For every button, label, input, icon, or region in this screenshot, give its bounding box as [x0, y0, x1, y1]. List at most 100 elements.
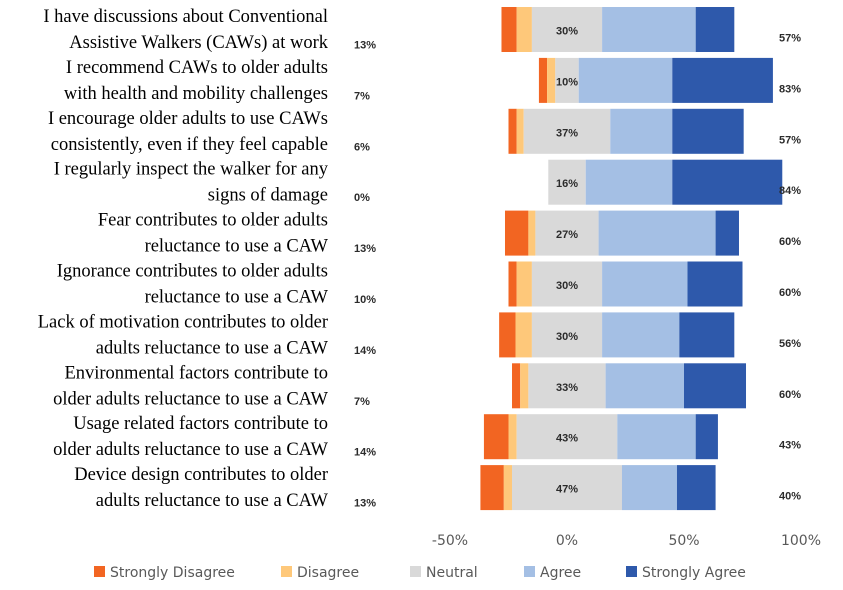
statement-label-line: Environmental factors contribute to [64, 363, 328, 383]
disagree-percent-label: 0% [354, 192, 370, 204]
bar-segment-disagree [516, 108, 524, 154]
chart-rows: I have discussions about Conventional Ass… [38, 7, 801, 511]
neutral-percent-label: 33% [556, 382, 578, 394]
neutral-percent-label: 30% [556, 331, 578, 343]
bar-segment-agree [602, 261, 688, 307]
legend-label: Neutral [426, 565, 478, 581]
chart-row-7: Lack of motivation contributes to older a… [38, 312, 801, 358]
bar-segment-disagree [515, 312, 532, 358]
statement-label-line: I regularly inspect the walker for any [54, 160, 329, 180]
agree-percent-label: 40% [779, 491, 801, 503]
legend-swatch [410, 566, 421, 577]
statement-label-line: consistently, even if they feel capable [51, 135, 328, 155]
neutral-percent-label: 30% [556, 26, 578, 38]
bar-segment-strongly-agree [676, 465, 716, 511]
x-axis-ticks: -50% 0% 50% 100% [432, 533, 821, 549]
bar-segment-strongly-agree [684, 363, 747, 409]
agree-percent-label: 57% [779, 134, 801, 146]
agree-percent-label: 43% [779, 440, 801, 452]
legend-item-strongly-disagree: Strongly Disagree [94, 565, 235, 581]
bar-segment-neutral [516, 414, 618, 460]
bar-segment-neutral [531, 7, 603, 52]
bar-segment-disagree [503, 465, 513, 511]
bar-segment-strongly-agree [672, 57, 773, 103]
bar-segment-agree [578, 57, 673, 103]
disagree-percent-label: 7% [354, 396, 370, 408]
bar-segment-strongly-disagree [512, 363, 521, 409]
bar-segment-agree [602, 7, 696, 52]
bar-segment-agree [605, 363, 684, 409]
legend-item-agree: Agree [524, 565, 581, 581]
disagree-percent-label: 13% [354, 243, 376, 255]
statement-label-line: Fear contributes to older adults [98, 211, 328, 231]
disagree-percent-label: 14% [354, 345, 376, 357]
bar-segment-disagree [520, 363, 529, 409]
bar-segment-neutral [523, 108, 611, 154]
legend-label: Agree [540, 565, 581, 581]
bar-segment-agree [602, 312, 680, 358]
disagree-percent-label: 13% [354, 40, 376, 52]
agree-percent-label: 60% [779, 236, 801, 248]
bar-segment-disagree [508, 414, 517, 460]
legend-swatch [626, 566, 637, 577]
x-tick-label: 0% [556, 533, 578, 549]
disagree-percent-label: 14% [354, 447, 376, 459]
agree-percent-label: 84% [779, 185, 801, 197]
chart-row-10: Device design contributes to older adults… [74, 465, 801, 511]
bar-segment-strongly-agree [679, 312, 735, 358]
disagree-percent-label: 7% [354, 90, 370, 102]
statement-label-line: reluctance to use a CAW [145, 288, 329, 308]
statement-label-line: with health and mobility challenges [64, 84, 328, 104]
bar-segment-agree [610, 108, 673, 154]
bar-segment-strongly-disagree [504, 210, 529, 256]
statement-label-line: adults reluctance to use a CAW [96, 338, 329, 358]
chart-row-4: I regularly inspect the walker for any si… [54, 159, 801, 206]
bar-segment-strongly-agree [695, 7, 735, 52]
legend: Strongly Disagree Disagree Neutral Agree Str… [94, 565, 746, 581]
neutral-percent-label: 37% [556, 127, 578, 139]
bar-segment-strongly-agree [672, 108, 744, 154]
bar-segment-neutral [531, 312, 603, 358]
neutral-percent-label: 47% [556, 484, 578, 496]
legend-swatch [281, 566, 292, 577]
bar-segment-agree [621, 465, 677, 511]
statement-label-line: older adults reluctance to use a CAW [53, 440, 328, 460]
agree-percent-label: 60% [779, 287, 801, 299]
bar-segment-disagree [516, 7, 532, 52]
bar-segment-strongly-agree [672, 159, 783, 205]
legend-label: Strongly Agree [642, 565, 746, 581]
disagree-percent-label: 6% [354, 141, 370, 153]
agree-percent-label: 83% [779, 83, 801, 95]
bar-segment-strongly-disagree [508, 108, 517, 154]
x-tick-label: 100% [781, 533, 821, 549]
disagree-percent-label: 13% [354, 498, 376, 510]
chart-row-8: Environmental factors contribute to older… [53, 363, 801, 409]
statement-label-line: I have discussions about Conventional [43, 7, 328, 27]
chart-row-6: Ignorance contributes to older adults rel… [57, 261, 801, 308]
bar-segment-disagree [547, 57, 556, 103]
bar-segment-strongly-disagree [480, 465, 504, 511]
bar-segment-neutral [548, 159, 586, 205]
neutral-percent-label: 43% [556, 433, 578, 445]
statement-label-line: Device design contributes to older [74, 465, 328, 485]
x-tick-label: 50% [668, 533, 699, 549]
bar-segment-strongly-disagree [501, 7, 517, 52]
legend-swatch [524, 566, 535, 577]
neutral-percent-label: 30% [556, 280, 578, 292]
bar-segment-strongly-disagree [499, 312, 516, 358]
statement-label-line: I recommend CAWs to older adults [66, 58, 328, 78]
neutral-percent-label: 16% [556, 178, 578, 190]
chart-row-3: I encourage older adults to use CAWs cons… [48, 108, 801, 155]
statement-label-line: Lack of motivation contributes to older [38, 312, 328, 332]
bar-segment-neutral [555, 57, 579, 103]
statement-label-line: I encourage older adults to use CAWs [48, 109, 328, 129]
bar-segment-disagree [528, 210, 536, 256]
chart-row-9: Usage related factors contribute to older… [53, 414, 801, 460]
bar-segment-strongly-agree [695, 414, 718, 460]
statement-label-line: Ignorance contributes to older adults [57, 262, 328, 282]
bar-segment-agree [598, 210, 716, 256]
chart-row-5: Fear contributes to older adults reluctan… [98, 210, 801, 257]
statement-label-line: Usage related factors contribute to [73, 414, 328, 434]
statement-label-line: adults reluctance to use a CAW [96, 491, 329, 511]
